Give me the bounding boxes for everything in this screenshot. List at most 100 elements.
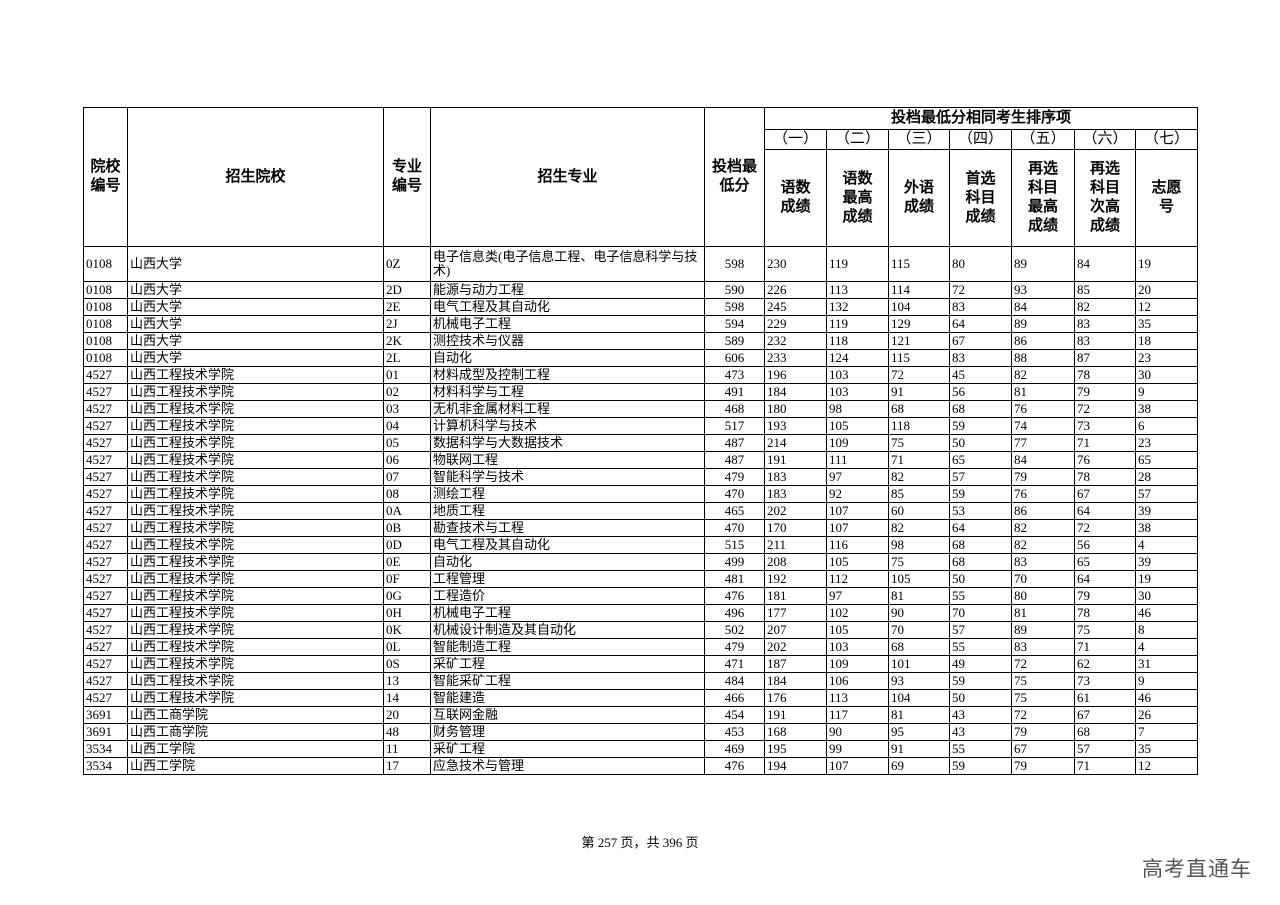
cell-score-7: 39 bbox=[1134, 553, 1199, 571]
cell-score-7: 23 bbox=[1134, 349, 1199, 367]
cell-school-name: 山西工程技术学院 bbox=[127, 638, 384, 656]
cell-score-3: 93 bbox=[888, 672, 950, 690]
cell-major-code: 20 bbox=[383, 706, 431, 724]
header-major-name: 招生专业 bbox=[430, 107, 705, 247]
cell-major-code: 08 bbox=[383, 485, 431, 503]
cell-score-2: 103 bbox=[826, 638, 889, 656]
cell-min-score: 479 bbox=[704, 638, 765, 656]
cell-score-2: 105 bbox=[826, 621, 889, 639]
cell-major-code: 2L bbox=[383, 349, 431, 367]
cell-score-5: 86 bbox=[1011, 502, 1075, 520]
cell-score-4: 55 bbox=[949, 740, 1012, 758]
cell-score-5: 72 bbox=[1011, 655, 1075, 673]
cell-score-5: 74 bbox=[1011, 417, 1075, 435]
cell-major-code: 0B bbox=[383, 519, 431, 537]
cell-score-4: 68 bbox=[949, 400, 1012, 418]
cell-score-5: 89 bbox=[1011, 246, 1075, 282]
cell-min-score: 466 bbox=[704, 689, 765, 707]
cell-score-3: 121 bbox=[888, 332, 950, 350]
cell-school-code: 4527 bbox=[83, 570, 128, 588]
cell-score-7: 20 bbox=[1134, 281, 1199, 299]
cell-score-4: 56 bbox=[949, 383, 1012, 401]
table-row: 4527 山西工程技术学院 0F 工程管理 481 192 112 105 50 70 64 19 bbox=[83, 570, 1199, 588]
cell-school-name: 山西大学 bbox=[127, 332, 384, 350]
cell-score-2: 97 bbox=[826, 587, 889, 605]
cell-score-7: 38 bbox=[1134, 400, 1199, 418]
cell-min-score: 481 bbox=[704, 570, 765, 588]
cell-score-2: 124 bbox=[826, 349, 889, 367]
cell-min-score: 515 bbox=[704, 536, 765, 554]
cell-score-2: 119 bbox=[826, 246, 889, 282]
cell-score-7: 19 bbox=[1134, 246, 1199, 282]
table-row: 0108 山西大学 0Z 电子信息类(电子信息工程、电子信息科学与技术) 598 230 1… bbox=[83, 246, 1199, 282]
cell-school-name: 山西工程技术学院 bbox=[127, 434, 384, 452]
cell-score-6: 79 bbox=[1074, 587, 1136, 605]
cell-score-3: 90 bbox=[888, 604, 950, 622]
cell-min-score: 453 bbox=[704, 723, 765, 741]
cell-score-3: 70 bbox=[888, 621, 950, 639]
cell-score-2: 113 bbox=[826, 281, 889, 299]
table-row: 4527 山西工程技术学院 14 智能建造 466 176 113 104 50 75 61 46 bbox=[83, 689, 1199, 707]
cell-major-code: 0H bbox=[383, 604, 431, 622]
cell-school-name: 山西工程技术学院 bbox=[127, 417, 384, 435]
cell-min-score: 471 bbox=[704, 655, 765, 673]
cell-score-4: 64 bbox=[949, 519, 1012, 537]
cell-score-4: 55 bbox=[949, 638, 1012, 656]
table-row: 0108 山西大学 2J 机械电子工程 594 229 119 129 64 89 83 35 bbox=[83, 315, 1199, 333]
table-row: 4527 山西工程技术学院 04 计算机科学与技术 517 193 105 118 59 74 73… bbox=[83, 417, 1199, 435]
cell-major-name: 机械电子工程 bbox=[430, 604, 705, 622]
cell-min-score: 469 bbox=[704, 740, 765, 758]
cell-school-code: 4527 bbox=[83, 553, 128, 571]
cell-school-name: 山西工程技术学院 bbox=[127, 519, 384, 537]
cell-score-3: 82 bbox=[888, 519, 950, 537]
cell-school-code: 0108 bbox=[83, 332, 128, 350]
cell-score-2: 90 bbox=[826, 723, 889, 741]
cell-score-7: 28 bbox=[1134, 468, 1199, 486]
cell-score-6: 85 bbox=[1074, 281, 1136, 299]
cell-major-name: 智能采矿工程 bbox=[430, 672, 705, 690]
cell-school-name: 山西工程技术学院 bbox=[127, 553, 384, 571]
cell-major-code: 13 bbox=[383, 672, 431, 690]
cell-score-4: 72 bbox=[949, 281, 1012, 299]
cell-score-5: 79 bbox=[1011, 723, 1075, 741]
cell-score-6: 57 bbox=[1074, 740, 1136, 758]
cell-score-2: 92 bbox=[826, 485, 889, 503]
cell-school-name: 山西工程技术学院 bbox=[127, 485, 384, 503]
cell-score-3: 81 bbox=[888, 706, 950, 724]
cell-score-2: 105 bbox=[826, 417, 889, 435]
cell-min-score: 502 bbox=[704, 621, 765, 639]
cell-score-6: 61 bbox=[1074, 689, 1136, 707]
cell-score-4: 64 bbox=[949, 315, 1012, 333]
cell-school-code: 4527 bbox=[83, 502, 128, 520]
cell-score-2: 105 bbox=[826, 553, 889, 571]
cell-major-code: 2D bbox=[383, 281, 431, 299]
cell-score-2: 113 bbox=[826, 689, 889, 707]
cell-school-name: 山西工程技术学院 bbox=[127, 672, 384, 690]
cell-score-1: 207 bbox=[764, 621, 827, 639]
cell-score-4: 83 bbox=[949, 298, 1012, 316]
cell-score-6: 79 bbox=[1074, 383, 1136, 401]
cell-score-5: 83 bbox=[1011, 553, 1075, 571]
cell-major-code: 01 bbox=[383, 366, 431, 384]
table-row: 4527 山西工程技术学院 03 无机非金属材料工程 468 180 98 68 68 76 72 3… bbox=[83, 400, 1199, 418]
cell-major-name: 测控技术与仪器 bbox=[430, 332, 705, 350]
cell-school-code: 4527 bbox=[83, 604, 128, 622]
cell-major-name: 物联网工程 bbox=[430, 451, 705, 469]
cell-score-1: 191 bbox=[764, 451, 827, 469]
cell-score-4: 59 bbox=[949, 485, 1012, 503]
cell-major-code: 04 bbox=[383, 417, 431, 435]
cell-score-5: 89 bbox=[1011, 621, 1075, 639]
cell-major-name: 采矿工程 bbox=[430, 740, 705, 758]
cell-score-1: 202 bbox=[764, 638, 827, 656]
cell-min-score: 496 bbox=[704, 604, 765, 622]
header-sort-label: 外语成绩 bbox=[888, 149, 950, 247]
cell-major-name: 智能科学与技术 bbox=[430, 468, 705, 486]
cell-school-name: 山西大学 bbox=[127, 281, 384, 299]
cell-score-5: 86 bbox=[1011, 332, 1075, 350]
cell-school-name: 山西工程技术学院 bbox=[127, 655, 384, 673]
cell-score-4: 53 bbox=[949, 502, 1012, 520]
cell-school-code: 4527 bbox=[83, 400, 128, 418]
cell-score-7: 9 bbox=[1134, 383, 1199, 401]
header-sort-number: （七） bbox=[1134, 129, 1199, 150]
cell-school-name: 山西大学 bbox=[127, 315, 384, 333]
